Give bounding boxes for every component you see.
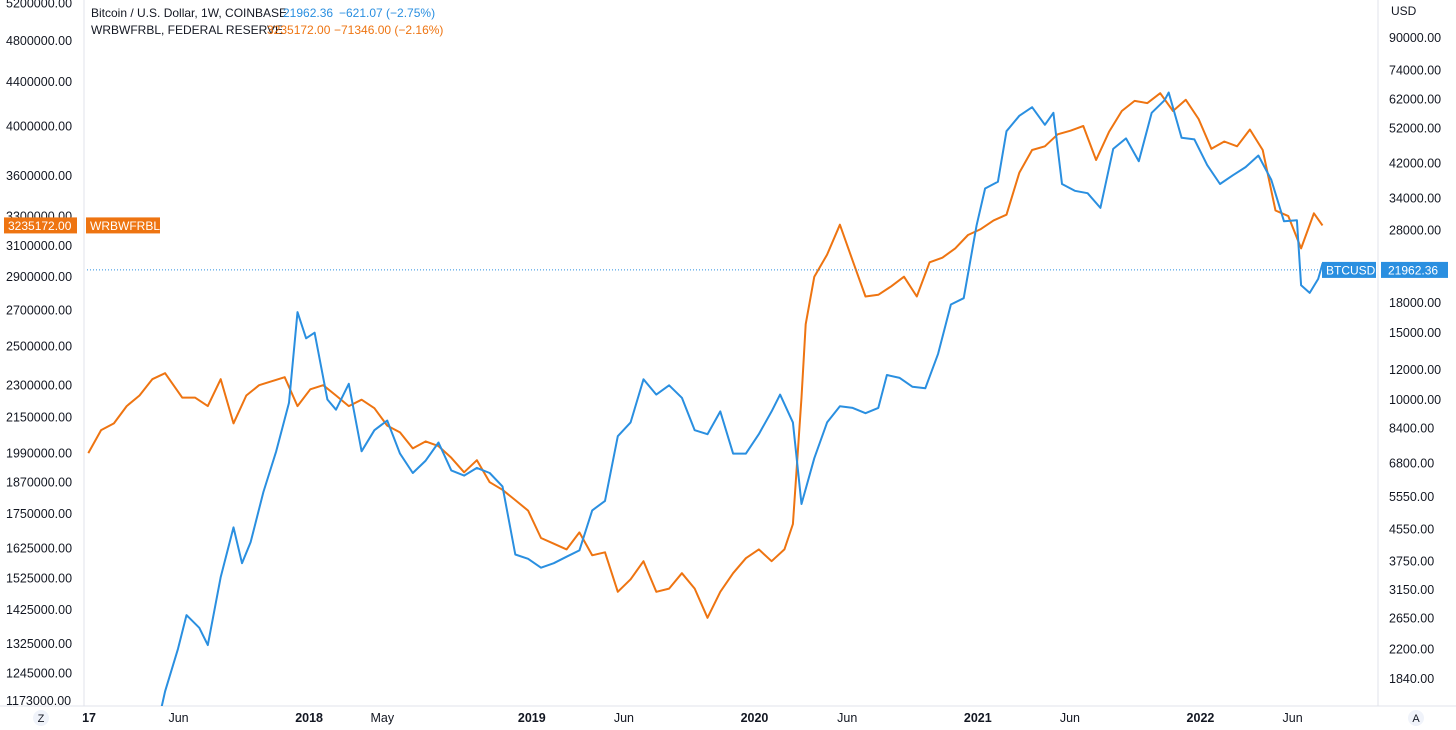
left-tick-label: 4800000.00 xyxy=(6,34,72,48)
legend-fed-name: WRBWFRBL, FEDERAL RESERVE xyxy=(91,23,283,37)
fed-label-badge-text: WRBWFRBL xyxy=(90,219,160,233)
right-tick-label: 90000.00 xyxy=(1389,31,1441,45)
right-tick-label: 4550.00 xyxy=(1389,523,1434,537)
right-axis[interactable]: 90000.00 74000.00 62000.00 52000.00 42000.00… xyxy=(1377,0,1441,706)
x-tick-label: 2018 xyxy=(295,711,323,725)
left-axis[interactable]: 5200000.00 4800000.00 4400000.00 4000000.00… xyxy=(6,0,85,708)
legend-btc-name: Bitcoin / U.S. Dollar, 1W, COINBASE xyxy=(91,6,287,20)
btc-label-badge xyxy=(1322,261,1376,278)
x-tick-label: 2019 xyxy=(518,711,546,725)
right-scale-button-label: A xyxy=(1412,713,1420,725)
legend-fed-change: −71346.00 (−2.16%) xyxy=(334,23,443,37)
right-tick-label: 34000.00 xyxy=(1389,191,1441,205)
left-tick-label: 3100000.00 xyxy=(6,239,72,253)
left-tick-label: 2700000.00 xyxy=(6,304,72,318)
corner-controls: USD Z A xyxy=(33,4,1424,726)
left-scale-button[interactable] xyxy=(33,710,49,726)
btc-value-badge xyxy=(1381,261,1448,278)
left-tick-label: 1750000.00 xyxy=(6,507,72,521)
x-tick-label: Jun xyxy=(837,711,857,725)
left-tick-label: 2300000.00 xyxy=(6,379,72,393)
right-tick-label: 2200.00 xyxy=(1389,642,1434,656)
left-tick-label: 1625000.00 xyxy=(6,542,72,556)
left-tick-label: 1525000.00 xyxy=(6,571,72,585)
x-tick-label: 2022 xyxy=(1187,711,1215,725)
x-tick-label: 2020 xyxy=(741,711,769,725)
left-tick-label: 3600000.00 xyxy=(6,169,72,183)
right-tick-label: 62000.00 xyxy=(1389,93,1441,107)
right-tick-label: 8400.00 xyxy=(1389,422,1434,436)
right-tick-label: 52000.00 xyxy=(1389,121,1441,135)
left-tick-label: 1325000.00 xyxy=(6,637,72,651)
fed-value-badge-text: 3235172.00 xyxy=(8,219,72,233)
x-tick-label: 2021 xyxy=(964,711,992,725)
btc-value-badge-text: 21962.36 xyxy=(1388,263,1438,277)
right-tick-label: 28000.00 xyxy=(1389,223,1441,237)
left-tick-label: 1173000.00 xyxy=(6,694,71,708)
left-tick-label: 1870000.00 xyxy=(6,476,72,490)
x-tick-label: Jun xyxy=(614,711,634,725)
fed-value-badge xyxy=(4,217,77,234)
series-line-wrbwfrbl[interactable] xyxy=(87,92,1324,619)
left-tick-label: 4400000.00 xyxy=(6,75,72,89)
right-tick-label: 10000.00 xyxy=(1389,393,1441,407)
left-tick-label: 2500000.00 xyxy=(6,340,72,354)
x-tick-label: Jun xyxy=(1060,711,1080,725)
fed-label-badge xyxy=(86,217,160,234)
plot-area xyxy=(85,91,1328,730)
right-tick-label: 18000.00 xyxy=(1389,296,1441,310)
right-tick-label: 15000.00 xyxy=(1389,326,1441,340)
price-badges: 3235172.00 WRBWFRBL BTCUSD 21962.36 xyxy=(4,217,1448,278)
right-tick-label: 2650.00 xyxy=(1389,612,1434,626)
left-tick-label: 1425000.00 xyxy=(6,603,72,617)
left-scale-button-label: Z xyxy=(38,713,45,725)
x-tick-label: Jun xyxy=(1283,711,1303,725)
left-tick-label: 2900000.00 xyxy=(6,270,72,284)
currency-label: USD xyxy=(1391,4,1417,18)
series-line-btcusd[interactable] xyxy=(152,91,1328,730)
x-axis[interactable]: 17 Jun 2018 May 2019 Jun 2020 Jun 2021 Jun 2022 Jun xyxy=(0,705,1456,725)
right-tick-label: 12000.00 xyxy=(1389,363,1441,377)
x-tick-label: Jun xyxy=(168,711,188,725)
legend: Bitcoin / U.S. Dollar, 1W, COINBASE 2196… xyxy=(91,6,443,37)
left-tick-label: 1245000.00 xyxy=(6,666,72,680)
legend-fed-value: 3235172.00 xyxy=(267,23,331,37)
right-scale-button[interactable] xyxy=(1408,710,1424,726)
right-tick-label: 42000.00 xyxy=(1389,157,1441,171)
right-tick-label: 6800.00 xyxy=(1389,456,1434,470)
left-tick-label: 1990000.00 xyxy=(6,447,72,461)
right-tick-label: 3750.00 xyxy=(1389,555,1434,569)
left-tick-label: 4000000.00 xyxy=(6,120,72,134)
right-tick-label: 5550.00 xyxy=(1389,490,1434,504)
legend-btc-value: 21962.36 xyxy=(283,6,333,20)
right-tick-label: 74000.00 xyxy=(1389,63,1441,77)
btc-label-badge-text: BTCUSD xyxy=(1326,263,1376,277)
x-tick-label: May xyxy=(371,711,395,725)
left-tick-label: 5200000.00 xyxy=(6,0,72,11)
right-tick-label: 3150.00 xyxy=(1389,583,1434,597)
left-tick-label: 2150000.00 xyxy=(6,410,72,424)
legend-btc-change: −621.07 (−2.75%) xyxy=(339,6,435,20)
x-tick-label: 17 xyxy=(82,711,96,725)
right-tick-label: 1840.00 xyxy=(1389,672,1434,686)
